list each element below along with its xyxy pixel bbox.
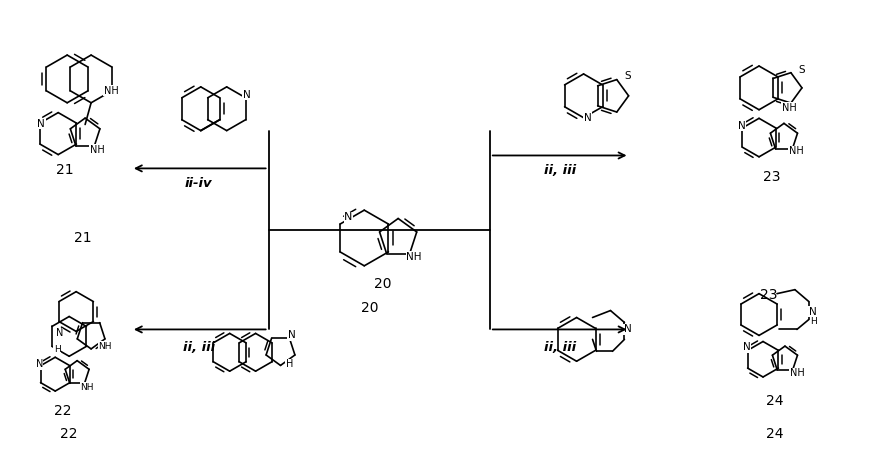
Text: H: H	[286, 359, 293, 369]
Text: ii-iv: ii-iv	[185, 177, 212, 190]
Text: N: N	[288, 330, 296, 340]
Text: NH: NH	[104, 86, 118, 96]
Text: 21: 21	[56, 163, 74, 177]
Text: N: N	[583, 113, 591, 123]
Text: ii, iii: ii, iii	[544, 164, 576, 177]
Text: 21: 21	[74, 231, 92, 245]
Text: ii, iii: ii, iii	[183, 341, 215, 354]
Text: H: H	[811, 317, 817, 326]
Text: N: N	[243, 90, 251, 100]
Text: 23: 23	[763, 170, 780, 184]
Text: NH: NH	[90, 144, 105, 154]
Text: S: S	[798, 65, 806, 75]
Text: ii, iii: ii, iii	[544, 341, 576, 354]
Text: N: N	[344, 212, 352, 222]
Text: 20: 20	[375, 277, 392, 291]
Text: S: S	[625, 71, 631, 81]
Text: NH: NH	[407, 252, 422, 262]
Text: N: N	[56, 328, 63, 339]
Text: 22: 22	[60, 427, 78, 441]
Text: NH: NH	[789, 368, 805, 378]
Text: N: N	[38, 119, 45, 129]
Text: 24: 24	[766, 394, 784, 408]
Text: N: N	[738, 121, 746, 131]
Text: N: N	[36, 359, 43, 369]
Text: 23: 23	[760, 287, 778, 302]
Text: N: N	[743, 342, 751, 352]
Text: N: N	[624, 325, 632, 334]
Text: NH: NH	[81, 383, 94, 392]
Text: NH: NH	[99, 342, 112, 351]
Text: NH: NH	[788, 146, 804, 157]
Text: 22: 22	[55, 404, 72, 418]
Text: N: N	[809, 307, 817, 317]
Text: 20: 20	[361, 301, 379, 315]
Text: H: H	[54, 345, 61, 354]
Text: 24: 24	[766, 427, 784, 441]
Text: NH: NH	[781, 103, 797, 113]
